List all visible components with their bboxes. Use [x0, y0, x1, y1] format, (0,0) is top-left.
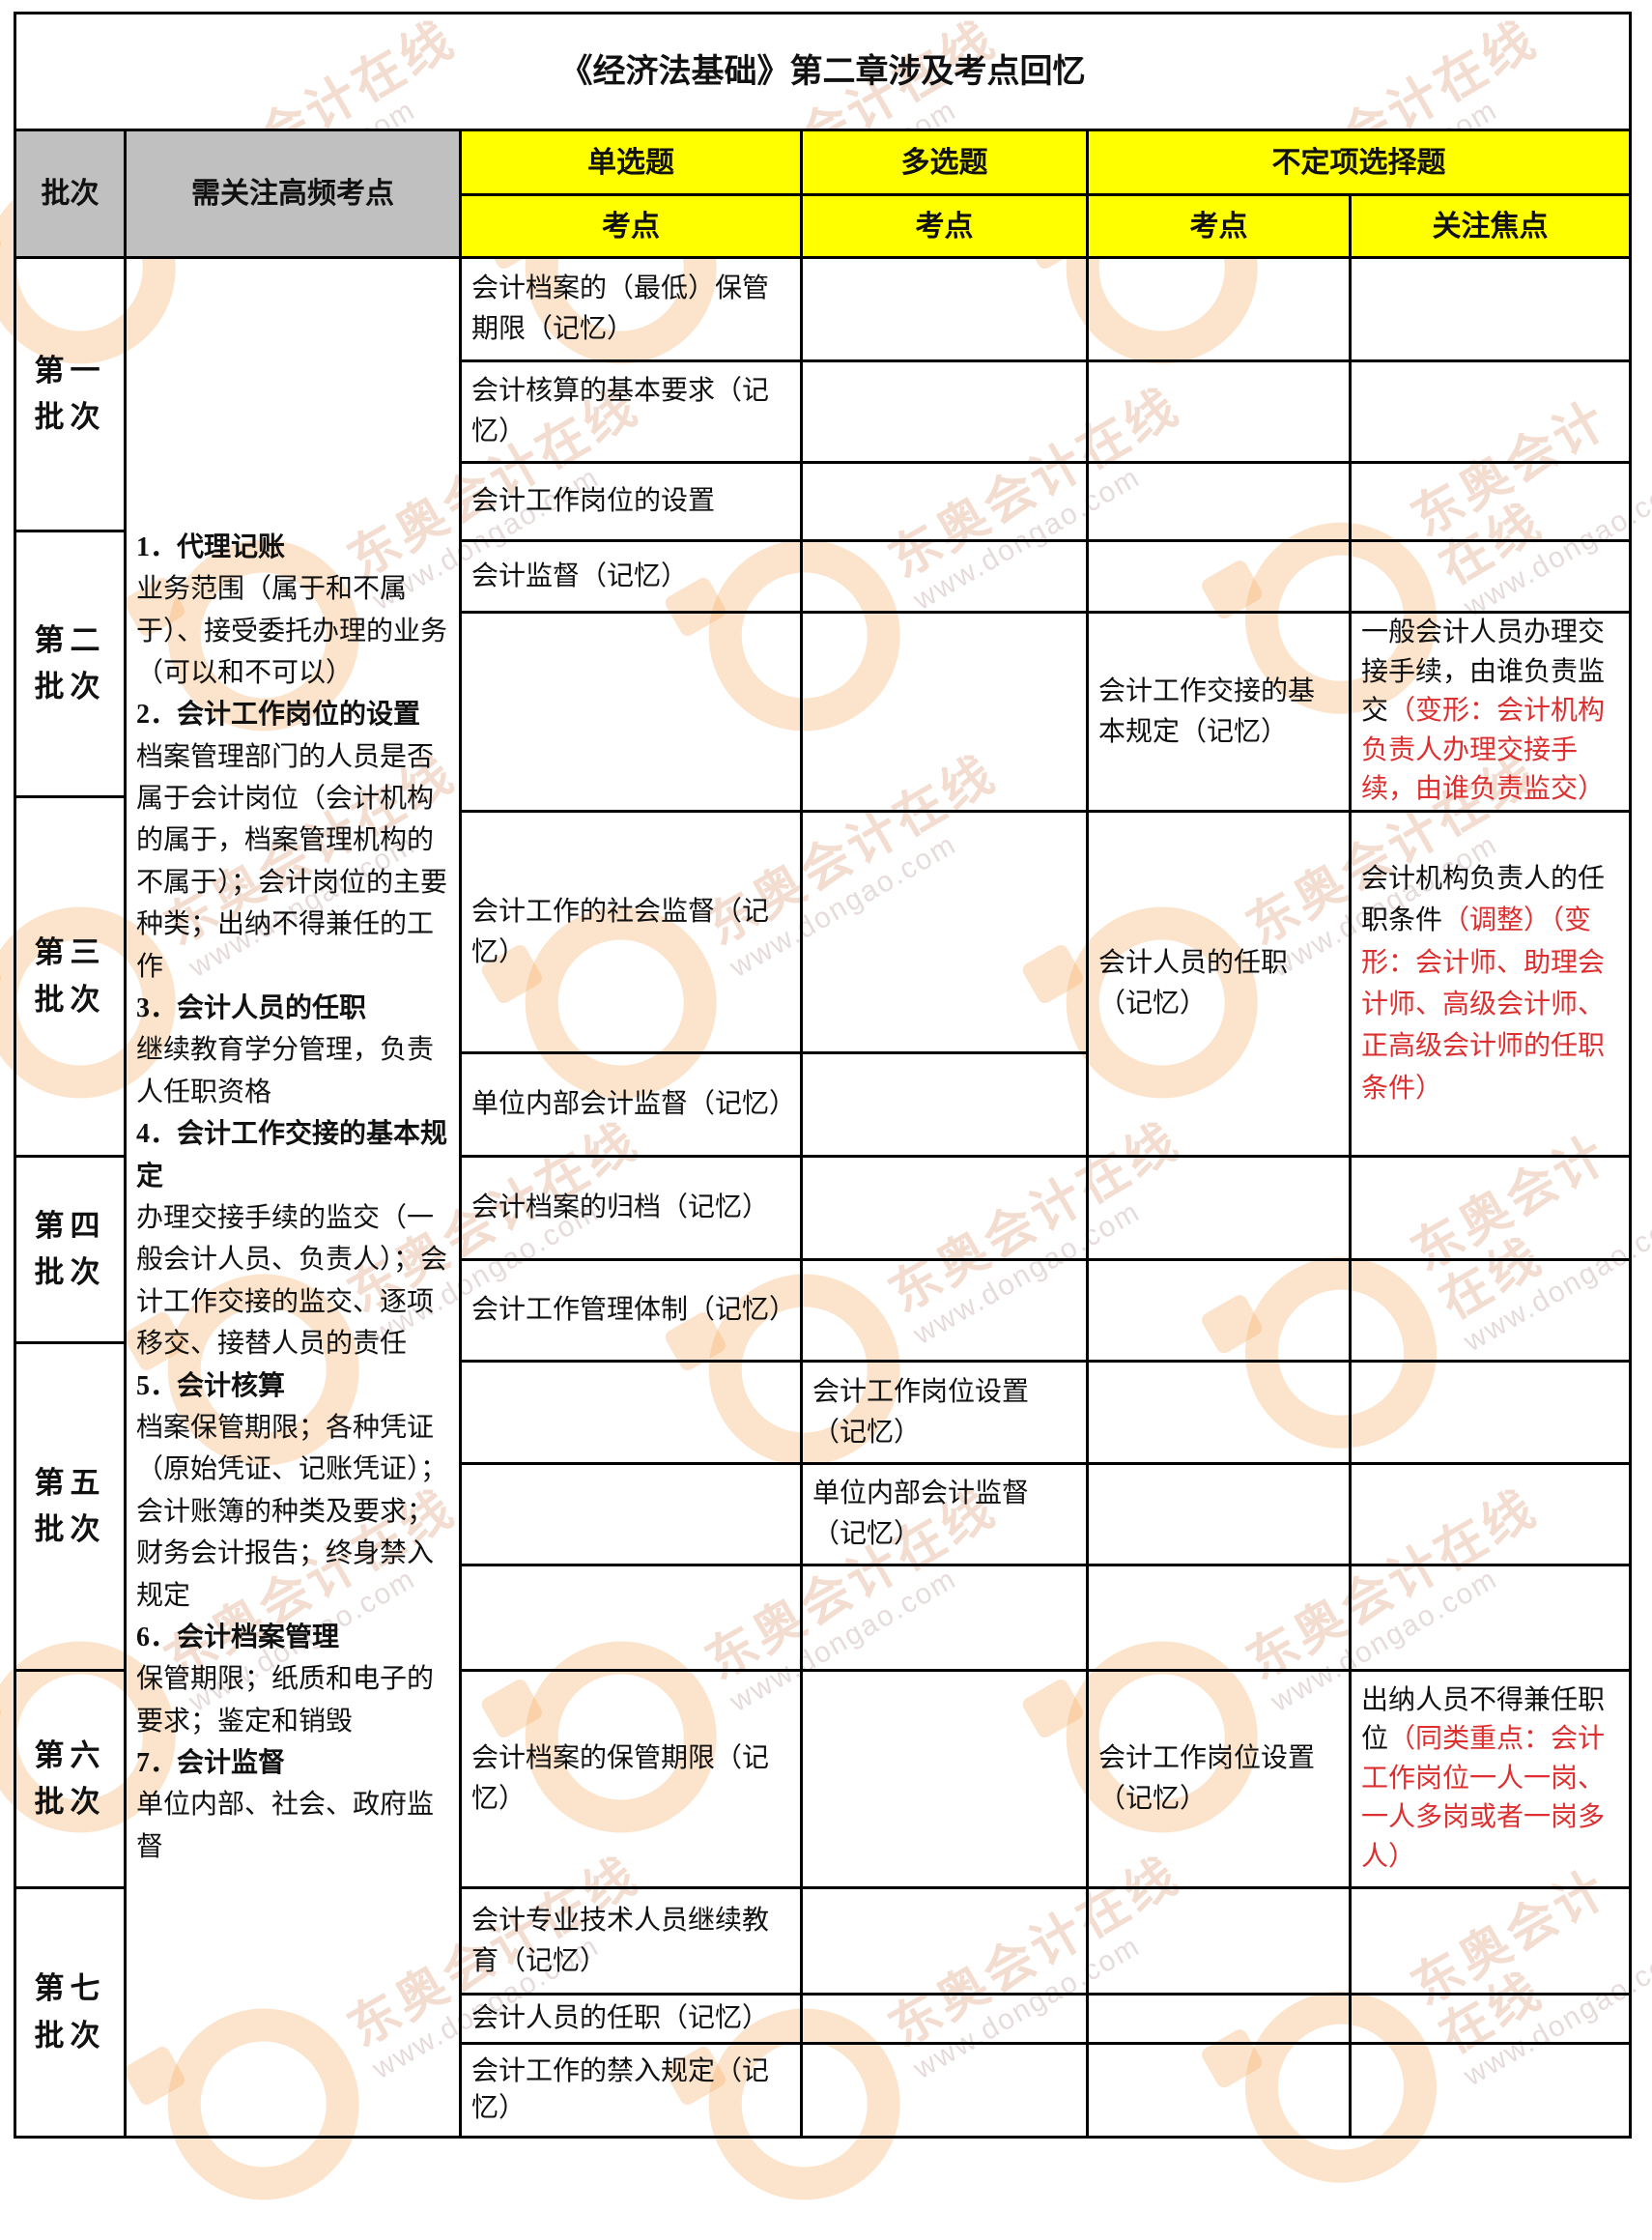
header-single-choice: 单选题 — [462, 131, 803, 196]
cell-single-9 — [462, 1363, 803, 1465]
cell-multi-3 — [803, 542, 1089, 614]
cell-single-4 — [462, 614, 803, 813]
hf-item-6: 6．会计档案管理 保管期限；纸质和电子的要求；鉴定和销毁 — [136, 1622, 435, 1737]
header-batch: 批次 — [16, 131, 127, 259]
hf-item-3: 3．会计人员的任职 继续教育学分管理，负责人任职资格 — [136, 993, 435, 1107]
cell-focus-11: 出纳人员不得兼任职位（同类重点：会计工作岗位一人一岗、一人多岗或者一岗多人） — [1352, 1672, 1632, 1889]
cell-multi-6 — [803, 1054, 1089, 1158]
cell-focus-8 — [1352, 1363, 1632, 1465]
cell-multi-0 — [803, 259, 1089, 362]
table-top-border — [14, 12, 1632, 14]
cell-multi-13 — [803, 1889, 1089, 1996]
cell-indef-2 — [1089, 464, 1352, 542]
header-point-single: 考点 — [462, 196, 803, 259]
cell-single-10 — [462, 1465, 803, 1566]
cell-multi-15 — [803, 2045, 1089, 2139]
high-freq-cell: 1．代理记账 业务范围（属于和不属于）、接受委托办理的业务（可以和不可以） 2．会… — [127, 259, 462, 2139]
cell-indef-4: 会计工作交接的基本规定（记忆） — [1089, 614, 1352, 813]
cell-multi-4 — [803, 614, 1089, 813]
hf-item-2: 2．会计工作岗位的设置 档案管理部门的人员是否属于会计岗位（会计机构的属于，档案管… — [136, 700, 448, 982]
cell-focus-5: 会计机构负责人的任职条件（调整）（变形：会计师、助理会计师、高级会计师、正高级会… — [1352, 813, 1632, 1158]
header-multi-choice: 多选题 — [803, 131, 1089, 196]
cell-multi-9: 会计工作岗位设置（记忆） — [803, 1363, 1089, 1465]
cell-multi-7 — [803, 1158, 1089, 1261]
cell-indef-7 — [1089, 1261, 1352, 1363]
cell-indef-11: 会计工作岗位设置（记忆） — [1089, 1672, 1352, 1889]
cell-focus-9 — [1352, 1465, 1632, 1566]
cell-indef-1 — [1089, 362, 1352, 464]
cell-focus-6 — [1352, 1158, 1632, 1261]
cell-multi-10: 单位内部会计监督（记忆） — [803, 1465, 1089, 1566]
hf-item-7: 7．会计监督 单位内部、社会、政府监督 — [136, 1748, 435, 1862]
cell-indef-0 — [1089, 259, 1352, 362]
cell-multi-1 — [803, 362, 1089, 464]
cell-focus-10 — [1352, 1566, 1632, 1672]
cell-single-6: 单位内部会计监督（记忆） — [462, 1054, 803, 1158]
cell-multi-5 — [803, 813, 1089, 1054]
cell-multi-8 — [803, 1261, 1089, 1363]
batch-1: 第一 批次 — [16, 259, 127, 532]
cell-focus-2 — [1352, 464, 1632, 542]
batch-5: 第五 批次 — [16, 1344, 127, 1672]
cell-single-5: 会计工作的社会监督（记忆） — [462, 813, 803, 1054]
cell-indef-3 — [1089, 542, 1352, 614]
cell-single-0: 会计档案的（最低）保管期限（记忆） — [462, 259, 803, 362]
cell-single-7: 会计档案的归档（记忆） — [462, 1158, 803, 1261]
batch-2: 第二 批次 — [16, 532, 127, 798]
cell-indef-6 — [1089, 1158, 1352, 1261]
cell-indef-10 — [1089, 1566, 1352, 1672]
cell-single-2: 会计工作岗位的设置 — [462, 464, 803, 542]
cell-single-13: 会计专业技术人员继续教育（记忆） — [462, 1889, 803, 1996]
cell-indef-8 — [1089, 1363, 1352, 1465]
header-high-freq: 需关注高频考点 — [127, 131, 462, 259]
cell-single-11 — [462, 1566, 803, 1672]
page-title: 《经济法基础》第二章涉及考点回忆 — [16, 14, 1632, 131]
cell-indef-9 — [1089, 1465, 1352, 1566]
cell-focus-7 — [1352, 1261, 1632, 1363]
cell-single-14: 会计人员的任职（记忆） — [462, 1996, 803, 2045]
batch-4: 第四 批次 — [16, 1158, 127, 1344]
hf-item-5: 5．会计核算 档案保管期限；各种凭证（原始凭证、记账凭证）；会计账簿的种类及要求；… — [136, 1370, 448, 1611]
cell-single-15: 会计工作的禁入规定（记忆） — [462, 2045, 803, 2139]
cell-focus-4: 一般会计人员办理交接手续，由谁负责监交（变形：会计机构负责人办理交接手续，由谁负… — [1352, 614, 1632, 813]
cell-focus-1 — [1352, 362, 1632, 464]
header-focus: 关注焦点 — [1352, 196, 1632, 259]
cell-indef-13 — [1089, 1996, 1352, 2045]
cell-multi-11 — [803, 1566, 1089, 1672]
cell-focus-14 — [1352, 2045, 1632, 2139]
header-point-multi: 考点 — [803, 196, 1089, 259]
cell-indef-14 — [1089, 2045, 1352, 2139]
cell-multi-14 — [803, 1996, 1089, 2045]
cell-single-3: 会计监督（记忆） — [462, 542, 803, 614]
exam-points-table: 《经济法基础》第二章涉及考点回忆 批次 需关注高频考点 单选题 多选题 不定项选… — [14, 12, 1632, 2139]
cell-focus-3 — [1352, 542, 1632, 614]
batch-3: 第三 批次 — [16, 798, 127, 1158]
hf-item-1: 1．代理记账 业务范围（属于和不属于）、接受委托办理的业务（可以和不可以） — [136, 531, 448, 688]
hf-item-4: 4．会计工作交接的基本规定 办理交接手续的监交（一般会计人员、负责人）；会计工作交… — [136, 1119, 448, 1360]
cell-single-8: 会计工作管理体制（记忆） — [462, 1261, 803, 1363]
cell-focus-0 — [1352, 259, 1632, 362]
header-point-indef: 考点 — [1089, 196, 1352, 259]
table-left-border — [14, 12, 16, 2139]
cell-focus-12 — [1352, 1889, 1632, 1996]
cell-focus-13 — [1352, 1996, 1632, 2045]
header-indefinite-choice: 不定项选择题 — [1089, 131, 1632, 196]
cell-multi-12 — [803, 1672, 1089, 1889]
batch-6: 第六 批次 — [16, 1672, 127, 1889]
cell-multi-2 — [803, 464, 1089, 542]
cell-indef-12 — [1089, 1889, 1352, 1996]
cell-single-1: 会计核算的基本要求（记忆） — [462, 362, 803, 464]
batch-7: 第七 批次 — [16, 1889, 127, 2139]
cell-indef-5: 会计人员的任职（记忆） — [1089, 813, 1352, 1158]
cell-single-12: 会计档案的保管期限（记忆） — [462, 1672, 803, 1889]
